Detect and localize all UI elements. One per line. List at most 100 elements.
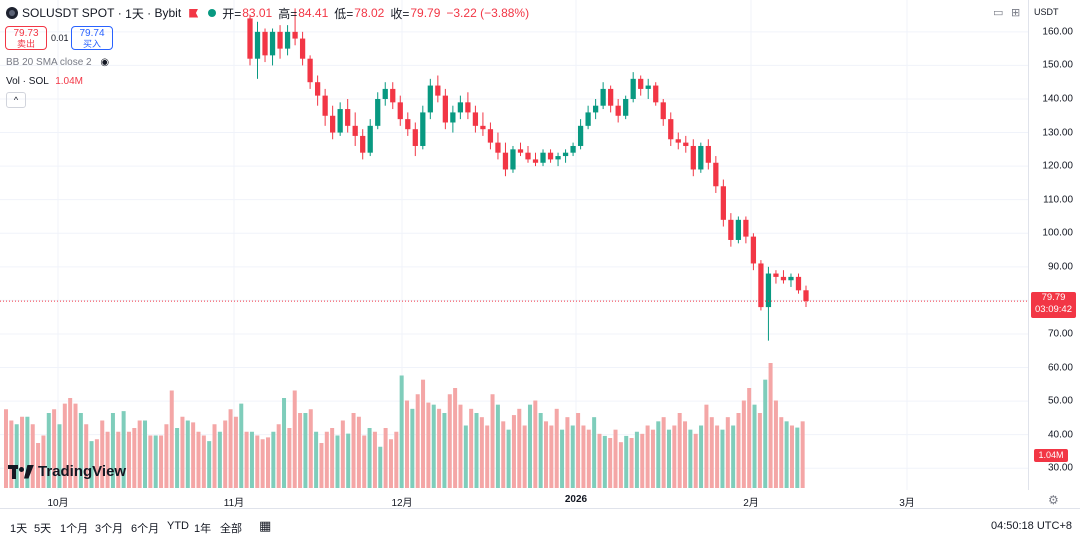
volume-bar [20, 416, 25, 488]
volume-indicator[interactable]: Vol · SOL 1.04M [6, 76, 83, 87]
change-value: −3.22 (−3.88%) [446, 6, 530, 20]
volume-bar [720, 429, 725, 488]
volume-bar [30, 424, 35, 488]
volume-bar [453, 388, 458, 488]
timeframe-button[interactable]: 6个月 [131, 523, 160, 535]
candle [412, 129, 418, 146]
volume-bar [25, 416, 30, 488]
symbol-name[interactable]: SOLUSDT SPOT [22, 6, 115, 20]
candle [773, 273, 779, 277]
candle [683, 142, 689, 146]
candle [352, 125, 358, 136]
sell-button[interactable]: 79.73 卖出 [5, 26, 47, 50]
candle [487, 129, 494, 143]
flag-icon[interactable] [189, 8, 199, 18]
volume-bar [650, 429, 655, 488]
price-axis[interactable]: 160.00 150.00 140.00 130.00 120.00 110.00 100.… [1028, 0, 1080, 490]
exchange[interactable]: Bybit [154, 6, 182, 20]
candle [547, 152, 554, 160]
candle [247, 18, 253, 59]
volume-bar [431, 404, 436, 488]
maximize-icon[interactable]: ⊞ [1011, 7, 1021, 19]
candle [262, 31, 268, 56]
chevron-up-icon[interactable]: ^ [6, 92, 26, 108]
volume-bar [458, 404, 463, 488]
candle [420, 112, 426, 146]
volume-bar [538, 413, 543, 488]
low-value: 78.02 [354, 6, 385, 20]
volume-bar [554, 408, 559, 488]
volume-bar [479, 417, 484, 488]
open-value: 83.01 [242, 6, 273, 20]
volume-bar [287, 428, 292, 488]
volume-bar [148, 435, 153, 488]
candle [720, 186, 726, 220]
candle [367, 125, 373, 153]
candle [795, 276, 802, 291]
volume-bar [757, 413, 762, 488]
candle [299, 38, 306, 59]
buy-button[interactable]: 79.74 买入 [71, 26, 113, 50]
volume-bar [356, 416, 361, 488]
high-label: 高= [278, 6, 298, 21]
candle [540, 152, 546, 163]
low-label: 低= [334, 6, 354, 21]
timeframe-button[interactable]: 5天 [34, 523, 52, 535]
calendar-icon[interactable]: ▦ [259, 518, 272, 533]
tradingview-logo[interactable]: TradingView [8, 463, 126, 480]
settings-icon[interactable]: ⚙ [1048, 493, 1059, 507]
timeframe-button[interactable]: YTD [167, 520, 189, 532]
candle [435, 85, 441, 96]
candle [555, 156, 561, 160]
currency-label[interactable]: USDT [1034, 7, 1059, 17]
minimize-icon[interactable]: ▭ [993, 7, 1004, 19]
volume-bar [421, 379, 426, 488]
candle [623, 98, 629, 116]
candle [450, 112, 456, 123]
volume-bar [511, 415, 516, 488]
price-chart[interactable] [0, 0, 1028, 490]
timeframe-button[interactable]: 1个月 [60, 523, 89, 535]
interval[interactable]: 1天 [125, 6, 144, 21]
candle [390, 88, 396, 103]
volume-bar [426, 402, 431, 488]
candle [427, 85, 433, 113]
volume-bar [495, 404, 500, 488]
candle [525, 152, 531, 160]
volume-bar [260, 439, 265, 488]
candle [345, 109, 351, 126]
volume-bar [143, 420, 148, 488]
symbol-header: SOLUSDT SPOT · 1天 · Bybit 开= 83.01 高= 84.4… [6, 4, 535, 22]
bollinger-indicator[interactable]: BB 20 SMA close 2 ◉ [6, 57, 109, 68]
volume-bar [84, 424, 89, 488]
timeframe-button[interactable]: 1年 [194, 523, 212, 535]
timeframe-button[interactable]: 全部 [220, 523, 242, 535]
volume-bar [383, 428, 388, 488]
volume-bar [324, 431, 329, 488]
volume-bar [752, 404, 757, 488]
sell-price: 79.73 [13, 28, 39, 39]
eye-icon[interactable]: ◉ [100, 57, 110, 68]
countdown-value: 03:09:42 [1035, 304, 1072, 315]
candle [735, 219, 742, 240]
candle [600, 88, 606, 106]
price-tick: 30.00 [1047, 462, 1073, 474]
candle [758, 263, 764, 308]
volume-bar [4, 409, 9, 488]
volume-bar [46, 413, 51, 488]
timeframe-button[interactable]: 1天 [10, 523, 28, 535]
time-label: 3月 [899, 498, 915, 509]
candle [645, 85, 651, 89]
volume-bar [736, 413, 741, 488]
timeframe-button[interactable]: 3个月 [95, 523, 124, 535]
volume-bar [768, 363, 773, 488]
volume-bar [89, 441, 94, 488]
time-label: 12月 [391, 498, 413, 509]
clock[interactable]: 04:50:18 UTC+8 [990, 520, 1072, 532]
candlesticks [247, 8, 809, 341]
volume-bar [656, 421, 661, 488]
volume-bar [517, 408, 522, 488]
volume-bar [164, 424, 169, 488]
candle [405, 119, 411, 130]
price-tick: 40.00 [1047, 429, 1073, 441]
